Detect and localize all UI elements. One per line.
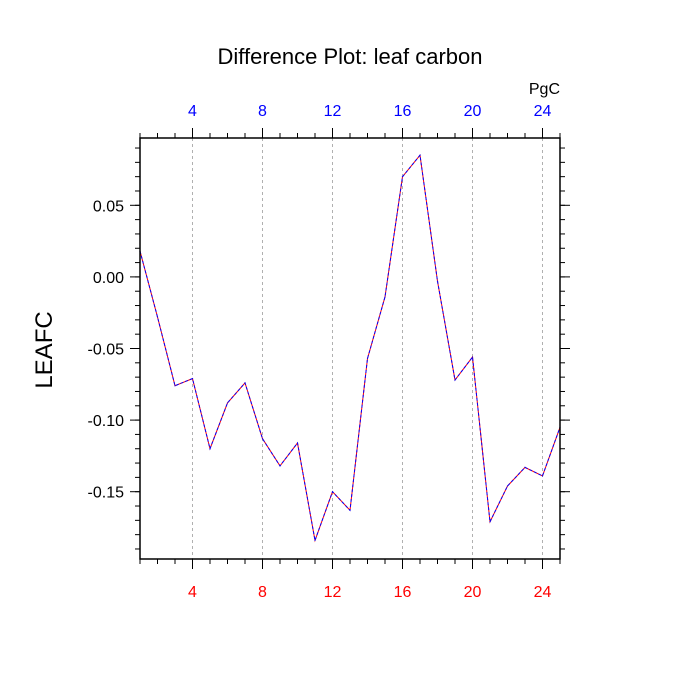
series-lines	[139, 153, 561, 543]
tick-labels: 4 4 8 8 12 12 16 16 20 20 24 24 0.05 0.00 -0.05 -0.10 -0…	[88, 103, 552, 601]
data-point	[314, 539, 316, 541]
data-point	[279, 465, 281, 467]
x-tick-label-bottom: 20	[464, 584, 482, 601]
data-point	[524, 466, 526, 468]
data-point	[401, 176, 404, 178]
data-point	[489, 521, 491, 523]
x-tick-label-top: 24	[534, 103, 552, 120]
data-point	[384, 296, 386, 298]
data-point	[331, 491, 334, 493]
x-tick-label-top: 20	[464, 103, 482, 120]
data-point	[366, 357, 369, 360]
data-point	[296, 442, 299, 444]
x-tick-label-bottom: 16	[394, 584, 412, 601]
data-point	[541, 475, 544, 477]
x-tick-label-top: 8	[258, 103, 267, 120]
data-point	[226, 402, 229, 404]
chart-title: Difference Plot: leaf carbon	[218, 44, 483, 69]
grid-lines	[192, 138, 543, 559]
axis-ticks	[130, 128, 570, 569]
data-point	[471, 356, 474, 358]
data-point	[174, 385, 176, 387]
data-point	[156, 316, 159, 318]
x-tick-label-bottom: 24	[534, 584, 552, 601]
y-tick-label: -0.10	[88, 413, 125, 430]
y-axis-label: LEAFC	[31, 311, 58, 388]
series-line-blue-dashed-0	[139, 153, 561, 543]
y-tick-label: 0.05	[93, 198, 124, 215]
data-point	[209, 448, 211, 450]
x-tick-label-top: 4	[188, 103, 197, 120]
x-tick-label-bottom: 8	[258, 584, 267, 601]
plot-frame	[139, 137, 561, 560]
x-tick-label-bottom: 4	[188, 584, 197, 601]
data-point	[349, 509, 351, 511]
x-tick-label-top: 16	[394, 103, 412, 120]
x-tick-label-top: 12	[324, 103, 342, 120]
data-point	[454, 379, 456, 381]
x-tick-label-bottom: 12	[324, 584, 342, 601]
y-tick-label: -0.05	[88, 342, 125, 359]
data-point	[436, 280, 439, 282]
data-point	[506, 485, 509, 487]
data-point	[191, 377, 194, 380]
y-tick-label: -0.15	[88, 485, 125, 502]
data-point	[261, 438, 264, 440]
data-point	[419, 154, 421, 156]
series-line-red-0	[139, 153, 561, 543]
units-label: PgC	[529, 81, 560, 98]
y-tick-label: 0.00	[93, 270, 124, 287]
data-point	[244, 382, 246, 384]
